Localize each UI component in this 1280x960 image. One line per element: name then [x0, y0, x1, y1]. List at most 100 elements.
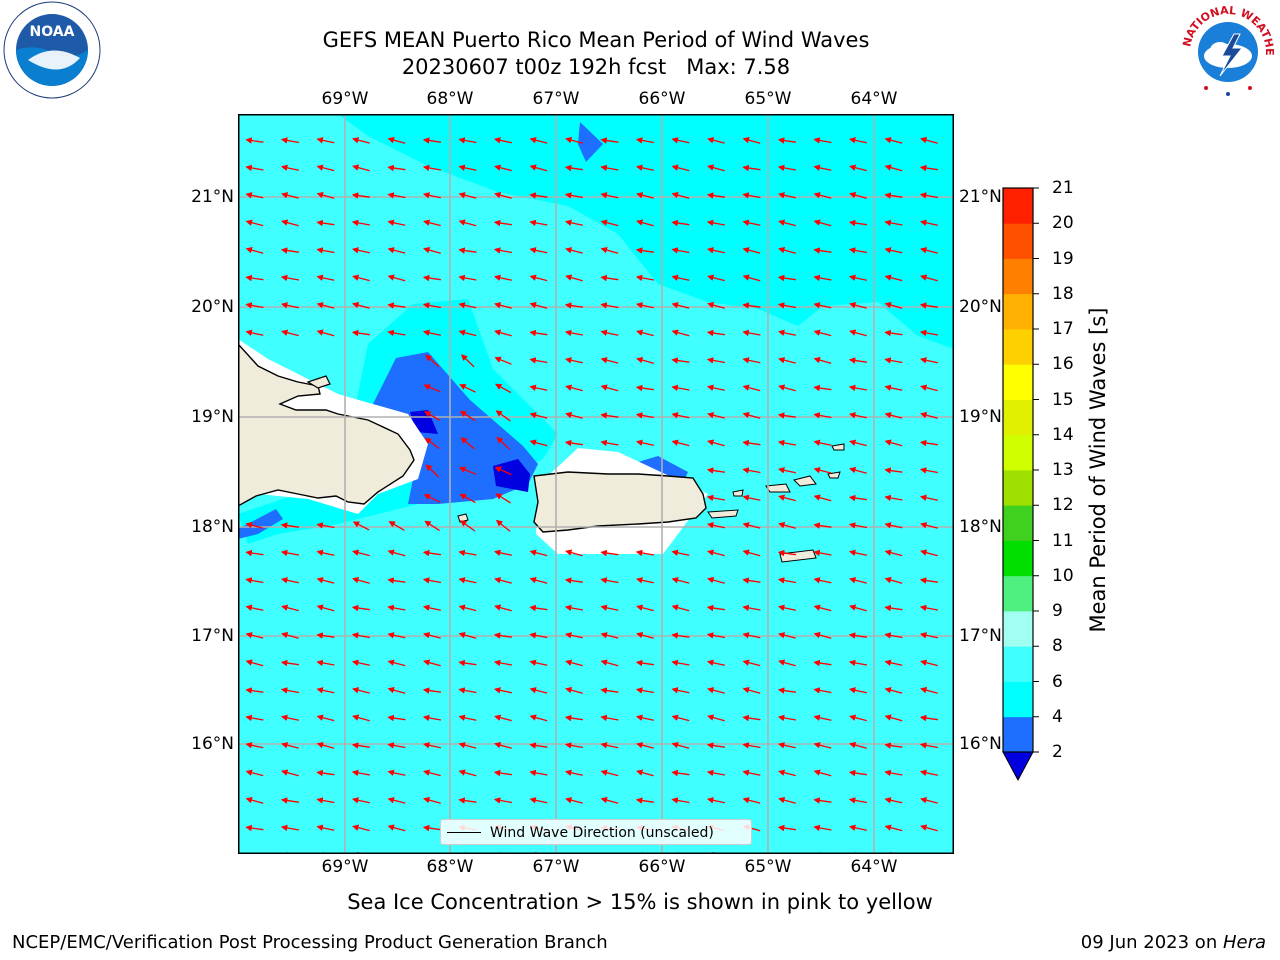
wind-wave-arrow	[281, 329, 299, 337]
wind-wave-arrow	[529, 384, 548, 391]
map-legend: Wind Wave Direction (unscaled)	[440, 819, 752, 845]
wind-wave-arrow	[707, 301, 725, 309]
wind-wave-arrow	[245, 796, 264, 804]
wind-wave-arrow	[742, 219, 761, 226]
wind-wave-arrow	[778, 494, 796, 502]
wind-wave-arrow	[245, 549, 264, 557]
wind-wave-arrow	[565, 659, 583, 667]
wind-wave-arrow	[600, 137, 619, 144]
lat-label-left: 17°N	[191, 626, 234, 646]
wind-wave-arrow	[458, 466, 477, 475]
wind-wave-arrow	[848, 522, 868, 529]
lon-label-top: 68°W	[426, 89, 474, 109]
wind-wave-arrow	[529, 714, 548, 722]
wind-wave-arrow	[316, 302, 335, 309]
wind-wave-arrow	[424, 520, 440, 532]
wind-wave-arrow	[777, 824, 796, 832]
wind-wave-arrow	[671, 329, 690, 337]
wind-wave-arrow	[422, 549, 441, 557]
wind-wave-arrow	[600, 192, 619, 199]
wind-wave-arrow	[422, 714, 442, 722]
wind-wave-arrow	[245, 577, 264, 584]
wind-wave-arrow	[671, 357, 690, 364]
wind-wave-arrow	[742, 659, 761, 667]
wind-wave-arrow	[458, 631, 477, 639]
wind-wave-arrow	[777, 604, 796, 611]
wind-wave-arrow	[706, 632, 726, 639]
land-tortola	[793, 475, 817, 487]
wind-wave-arrow	[848, 357, 867, 364]
wind-wave-arrow	[919, 357, 938, 364]
wind-wave-arrow	[600, 604, 619, 611]
wind-wave-arrow	[884, 742, 903, 749]
wind-wave-arrow	[387, 659, 406, 667]
wind-wave-arrow	[245, 714, 264, 722]
lat-label-left: 16°N	[191, 734, 234, 754]
wind-wave-arrow	[742, 192, 761, 199]
wind-wave-arrow	[706, 769, 726, 777]
wind-wave-arrow	[494, 577, 512, 584]
lat-label-left: 19°N	[191, 407, 234, 427]
wind-wave-arrow	[778, 796, 796, 804]
wind-wave-arrow	[565, 136, 583, 144]
wind-wave-arrow	[600, 384, 619, 392]
wind-wave-arrow	[671, 714, 690, 722]
wind-wave-arrow	[280, 824, 300, 832]
wind-wave-arrow	[636, 329, 654, 337]
wind-wave-arrow	[351, 632, 371, 639]
colorbar-tick-label: 14	[1052, 424, 1074, 445]
wind-wave-arrow	[813, 192, 832, 199]
wind-wave-arrow	[316, 219, 335, 227]
wind-wave-arrow	[245, 824, 264, 832]
wind-wave-arrow	[813, 687, 832, 694]
wind-wave-arrow	[494, 741, 512, 749]
wind-wave-arrow	[849, 466, 867, 474]
wind-wave-arrow	[281, 219, 299, 227]
wind-wave-arrow	[777, 137, 796, 144]
wind-wave-arrow	[671, 137, 690, 144]
wind-wave-arrow	[316, 329, 335, 337]
wind-wave-arrow	[387, 136, 406, 144]
wind-wave-arrow	[742, 164, 761, 172]
wind-wave-arrow	[280, 274, 300, 282]
wind-wave-arrow	[387, 824, 406, 832]
wind-wave-arrow	[671, 164, 690, 172]
wind-wave-arrow	[460, 354, 475, 368]
wind-wave-arrow	[280, 577, 299, 584]
wind-wave-arrow	[600, 769, 619, 777]
wind-wave-arrow	[600, 274, 619, 282]
wind-wave-arrow	[458, 797, 477, 804]
wind-wave-arrow	[884, 274, 903, 282]
wind-wave-arrow	[742, 577, 761, 584]
wind-wave-arrow	[848, 549, 867, 556]
wind-wave-arrow	[778, 384, 796, 392]
wind-wave-arrow	[564, 164, 583, 172]
wind-wave-arrow	[848, 824, 867, 831]
wind-wave-arrow	[423, 494, 441, 503]
wind-wave-arrow	[635, 714, 654, 721]
wind-wave-arrow	[707, 576, 725, 584]
wind-wave-arrow	[848, 247, 868, 254]
wind-wave-arrow	[529, 797, 548, 804]
wind-wave-arrow	[813, 769, 832, 777]
colorbar-segment	[1003, 470, 1033, 506]
wind-wave-arrow	[848, 274, 867, 281]
wind-wave-arrow	[849, 439, 867, 447]
wind-wave-arrow	[742, 439, 761, 447]
wind-wave-arrow	[352, 274, 370, 282]
lon-label-top: 65°W	[744, 89, 792, 109]
wind-wave-arrow	[706, 797, 725, 804]
colorbar-tick-label: 12	[1052, 495, 1074, 516]
wind-wave-arrow	[458, 192, 477, 199]
wind-wave-arrow	[919, 302, 938, 309]
wind-wave-arrow	[316, 191, 335, 199]
wind-wave-arrow	[636, 356, 654, 364]
wind-wave-arrow	[884, 467, 903, 474]
wind-wave-arrow	[387, 164, 406, 172]
wind-wave-arrow	[316, 741, 335, 749]
wind-wave-arrow	[813, 714, 832, 721]
wind-wave-arrow	[458, 742, 477, 749]
wind-wave-arrow	[280, 797, 299, 804]
wind-wave-arrow	[848, 797, 868, 804]
wind-wave-arrow	[777, 742, 796, 749]
